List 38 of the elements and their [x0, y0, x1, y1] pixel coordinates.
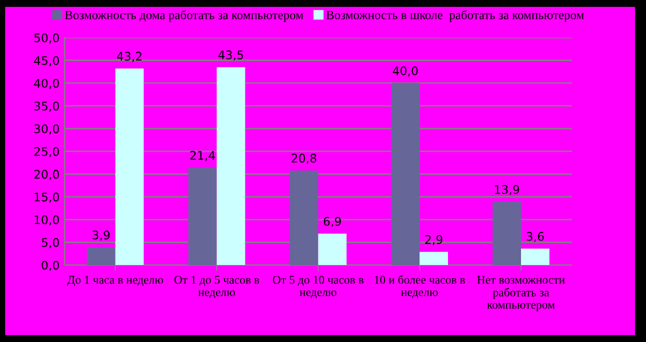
bar	[290, 170, 318, 266]
bar	[216, 67, 246, 266]
x-tick-label: От 1 до 5 часов в неделю	[174, 276, 260, 298]
data-label: 20,8	[292, 154, 316, 164]
data-label: 3,6	[526, 232, 544, 242]
y-tick-label: 45,0	[34, 56, 59, 66]
bar	[86, 247, 116, 266]
y-tick-label: 30,0	[34, 124, 59, 134]
data-label: 13,9	[494, 185, 520, 196]
y-tick-label: 20,0	[34, 170, 59, 180]
legend-label: Возможность дома работать за компьютером	[64, 10, 304, 22]
y-tick-label: 5,0	[42, 238, 59, 248]
y-tick-label: 50,0	[34, 33, 59, 44]
bar	[420, 252, 448, 266]
y-tick-label: 10,0	[34, 215, 59, 226]
y-tick-label: 40,0	[34, 78, 59, 89]
bar	[318, 234, 347, 266]
bar	[521, 248, 550, 266]
data-label: 2,9	[425, 235, 442, 246]
bar	[492, 202, 521, 266]
y-tick-label: 35,0	[34, 102, 59, 112]
bar	[391, 83, 420, 266]
x-tick-label: 10 и более часов в неделю	[374, 275, 465, 298]
bar	[188, 168, 217, 266]
x-tick-label: Нет возможности работать за компьютером	[477, 276, 565, 312]
data-label: 43,5	[218, 50, 244, 61]
data-label: 40,0	[392, 66, 418, 76]
bar	[115, 68, 144, 266]
y-tick-label: 15,0	[34, 192, 59, 203]
data-label: 3,9	[92, 230, 110, 241]
y-tick-label: 0,0	[42, 260, 59, 271]
data-label: 21,4	[190, 150, 216, 162]
y-tick-label: 25,0	[34, 147, 59, 158]
data-label: 43,2	[116, 52, 142, 62]
data-label: 6,9	[324, 216, 341, 228]
legend-label: Возможность в школе работать за компьютером	[326, 10, 584, 22]
x-tick-label: От 5 до 10 часов в неделю	[272, 276, 364, 298]
x-tick-label: До 1 часа в неделю	[67, 276, 164, 286]
